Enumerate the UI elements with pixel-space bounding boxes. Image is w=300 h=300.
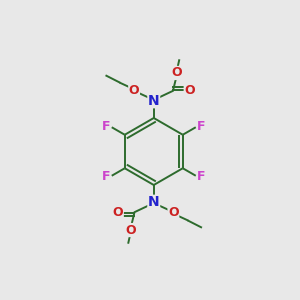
Text: O: O (112, 206, 123, 219)
Text: F: F (102, 120, 111, 133)
Text: F: F (197, 120, 205, 133)
Text: O: O (184, 84, 195, 97)
Text: O: O (129, 84, 140, 97)
Text: N: N (148, 195, 160, 209)
Text: F: F (102, 170, 111, 183)
Text: F: F (197, 170, 205, 183)
Text: O: O (168, 206, 179, 219)
Text: O: O (125, 224, 136, 236)
Text: O: O (172, 67, 182, 80)
Text: N: N (148, 94, 160, 108)
